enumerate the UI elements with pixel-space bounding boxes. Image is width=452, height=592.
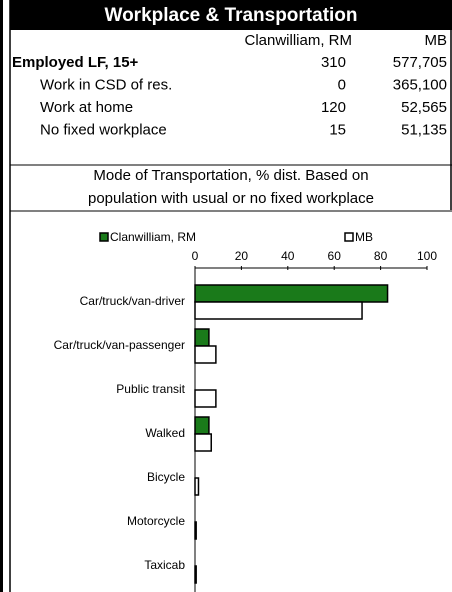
cell: 15 [329,121,346,138]
bar [194,565,197,584]
category-label: Car/truck/van-driver [80,294,185,308]
x-tick-label: 60 [328,249,342,263]
column-header: MB [425,32,448,49]
bar [194,301,363,320]
legend-swatch [99,232,109,242]
column-header: Clanwilliam, RM [244,32,352,49]
category-label: Bicycle [147,470,185,484]
title-band [10,0,452,30]
x-tick-label: 20 [235,249,249,263]
x-tick-label: 100 [417,249,437,263]
cell: 52,565 [401,99,447,116]
cell: 310 [321,54,346,71]
row-label: No fixed workplace [40,121,167,138]
title: Workplace & Transportation [104,5,357,26]
cell: 120 [321,99,346,116]
category-label: Motorcycle [127,514,185,528]
x-tick-label: 0 [192,249,199,263]
legend-label: Clanwilliam, RM [110,230,196,244]
row-label: Employed LF, 15+ [12,54,139,71]
bar [194,328,210,347]
bar [194,284,389,303]
legend-swatch [344,232,354,242]
row-label: Work in CSD of res. [40,76,172,93]
cell: 51,135 [401,121,447,138]
bar [194,345,217,364]
x-tick-label: 40 [281,249,295,263]
category-label: Public transit [116,382,185,396]
left-border [0,0,3,592]
note-line: Mode of Transportation, % dist. Based on [93,167,368,184]
row-label: Work at home [40,99,133,116]
bar [194,433,212,452]
cell: 577,705 [393,54,447,71]
category-label: Walked [145,426,185,440]
cell: 365,100 [393,76,447,93]
bar [194,389,217,408]
category-label: Car/truck/van-passenger [54,338,185,352]
category-label: Taxicab [144,558,185,572]
bar [194,477,200,496]
x-tick-label: 80 [374,249,388,263]
legend-label: MB [355,230,373,244]
cell: 0 [338,76,346,93]
bar [194,416,210,435]
note-line: population with usual or no fixed workpl… [88,190,374,207]
bar [194,521,197,540]
